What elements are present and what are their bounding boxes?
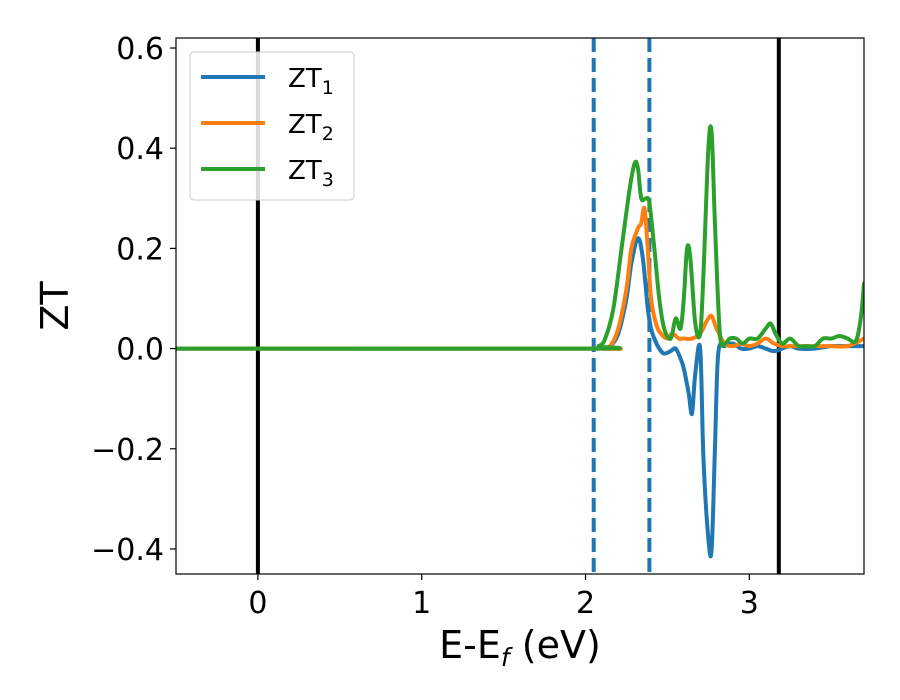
y-axis-title: ZT	[33, 281, 77, 331]
legend-entry-3: ZT3	[201, 156, 334, 191]
x-axis-ticks: 0 1 2 3	[248, 574, 759, 621]
y-tick-label-5: 0.6	[116, 32, 164, 67]
series-lines	[176, 124, 864, 559]
x-tick-label-2: 2	[576, 586, 595, 621]
x-axis-title-main: E-E	[439, 623, 501, 667]
plot-frame	[175, 37, 865, 575]
legend-entry-2: ZT2	[201, 110, 334, 145]
legend: ZT1 ZT2 ZT3	[189, 51, 355, 201]
y-tick-label-1: −0.2	[91, 433, 164, 468]
y-tick-label-2: 0.0	[116, 333, 164, 368]
series-line-1	[176, 236, 864, 559]
legend-label-1: ZT1	[288, 64, 334, 99]
y-tick-label-4: 0.4	[116, 132, 164, 167]
legend-label-2: ZT2	[288, 110, 334, 145]
x-axis-title: E-Ef (eV)	[439, 623, 601, 672]
x-tick-label-0: 0	[248, 586, 267, 621]
series-line-3	[176, 124, 864, 351]
series-line-2	[176, 205, 864, 351]
x-axis-title-suffix: (eV)	[510, 623, 601, 667]
x-tick-label-3: 3	[740, 586, 759, 621]
y-axis-ticks: −0.4 −0.2 0.0 0.2 0.4 0.6	[91, 32, 176, 568]
legend-label-3: ZT3	[288, 156, 334, 191]
legend-box	[189, 51, 355, 201]
legend-entry-1: ZT1	[201, 64, 334, 99]
y-tick-label-0: −0.4	[91, 533, 164, 568]
y-tick-label-3: 0.2	[116, 232, 164, 267]
x-tick-label-1: 1	[412, 586, 431, 621]
